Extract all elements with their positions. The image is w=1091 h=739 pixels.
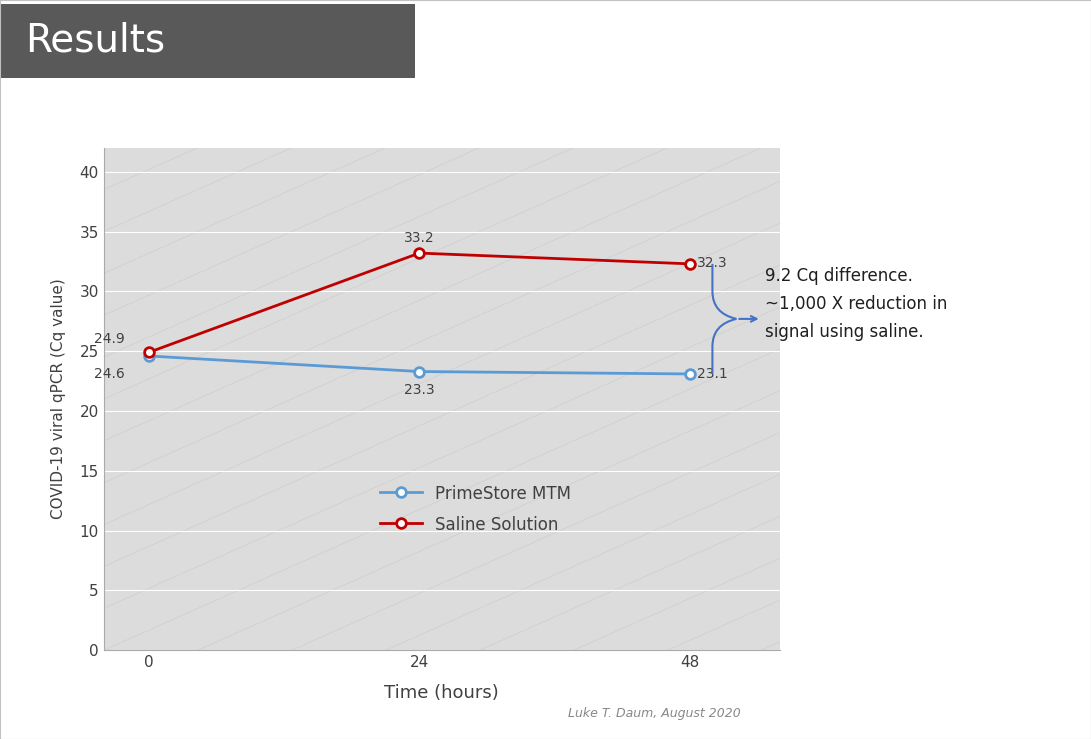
PrimeStore MTM — [412, 367, 425, 376]
Text: 23.3: 23.3 — [404, 384, 434, 398]
Text: Luke T. Daum, August 2020: Luke T. Daum, August 2020 — [568, 706, 741, 720]
Saline Solution — [142, 348, 155, 357]
Legend: PrimeStore MTM, Saline Solution: PrimeStore MTM, Saline Solution — [373, 478, 578, 541]
Text: 23.1: 23.1 — [697, 367, 728, 381]
PrimeStore MTM — [683, 370, 696, 378]
Text: 32.3: 32.3 — [697, 256, 728, 270]
Text: 33.2: 33.2 — [404, 231, 434, 245]
Line: PrimeStore MTM: PrimeStore MTM — [144, 351, 695, 379]
PrimeStore MTM — [142, 352, 155, 361]
Text: 24.9: 24.9 — [94, 332, 124, 346]
Text: Results: Results — [25, 21, 165, 60]
Saline Solution — [683, 259, 696, 268]
Text: 24.6: 24.6 — [94, 367, 124, 381]
Y-axis label: COVID-19 viral qPCR (Cq value): COVID-19 viral qPCR (Cq value) — [50, 279, 65, 520]
Text: 9.2 Cq difference.
~1,000 X reduction in
signal using saline.: 9.2 Cq difference. ~1,000 X reduction in… — [765, 268, 947, 341]
Saline Solution — [412, 248, 425, 257]
Line: Saline Solution: Saline Solution — [144, 248, 695, 357]
X-axis label: Time (hours): Time (hours) — [384, 684, 500, 702]
